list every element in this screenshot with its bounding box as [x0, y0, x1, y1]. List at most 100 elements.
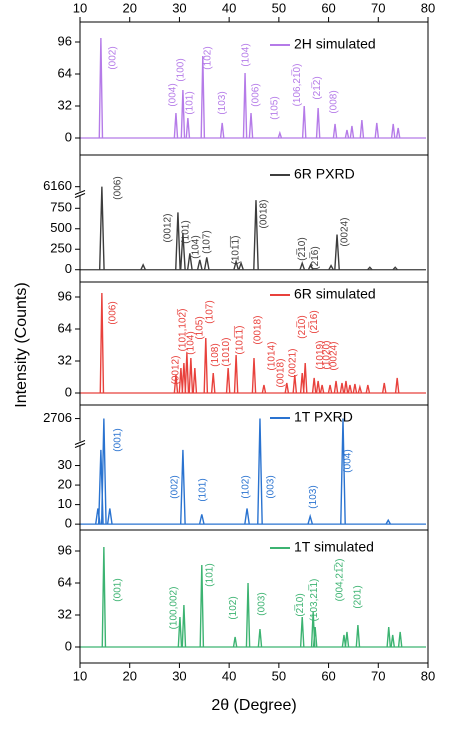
peak — [140, 263, 146, 271]
y-tick-label: 0 — [65, 261, 72, 276]
peak — [253, 200, 259, 270]
peak — [392, 266, 398, 271]
axis-break — [74, 193, 86, 198]
peak-annotation: (107) — [204, 300, 215, 323]
x-tick-label-top: 20 — [122, 0, 136, 15]
x-tick-label-bottom: 60 — [321, 668, 335, 683]
peak — [315, 380, 321, 394]
peak — [385, 518, 392, 525]
x-tick-label-top: 30 — [172, 0, 186, 15]
peak — [242, 72, 248, 139]
y-tick-label: 0 — [65, 638, 72, 653]
peak-annotation: (006) — [107, 301, 118, 324]
x-tick-label-top: 50 — [272, 0, 286, 15]
peak-annotation: (106,21̅0) — [291, 64, 303, 107]
peak — [186, 253, 193, 270]
peak — [343, 380, 349, 394]
legend-label: 1T PXRD — [294, 409, 353, 425]
peak-annotation: (101) — [185, 91, 196, 114]
peak — [106, 508, 113, 525]
peak — [99, 292, 105, 394]
peak-annotation: (0024) — [340, 218, 351, 247]
peak — [311, 377, 317, 394]
peak-annotation: (2̅10) — [296, 237, 308, 260]
peak-annotation: (0012) — [163, 214, 174, 243]
y-tick-label: 0 — [65, 129, 72, 144]
peak — [347, 384, 353, 394]
peak — [173, 112, 179, 139]
peak — [355, 624, 361, 648]
peak-annotation: (004,21̅2) — [334, 559, 346, 602]
peak-annotation: (21̅0) — [296, 315, 308, 338]
peak — [184, 352, 190, 394]
y-tick-label: 64 — [58, 320, 72, 335]
peak — [178, 367, 184, 394]
peak — [332, 123, 338, 139]
peak-annotation: (103) — [217, 91, 228, 114]
y-tick-label: 64 — [58, 574, 72, 589]
y-tick-label: 10 — [58, 496, 72, 511]
peak — [328, 264, 334, 271]
peak — [397, 631, 403, 648]
peak-annotation: (008) — [329, 90, 340, 113]
axis-break — [74, 190, 86, 195]
peak — [238, 260, 244, 270]
peak — [181, 604, 187, 648]
peak — [340, 418, 346, 525]
peak — [349, 125, 355, 139]
peak-annotation: (006) — [112, 176, 123, 199]
legend-label: 6R PXRD — [294, 166, 355, 182]
peak-annotation: (1020) — [322, 341, 333, 370]
peak — [180, 449, 186, 525]
peak-annotation: (0018) — [275, 359, 286, 388]
peak — [185, 117, 191, 139]
peak-annotation: (0018) — [259, 200, 270, 229]
y-tick-label: 500 — [50, 220, 72, 235]
peak — [233, 354, 239, 394]
peak — [341, 634, 347, 648]
y-tick-label: 64 — [58, 65, 72, 80]
peak-annotation: (003) — [266, 475, 277, 498]
peak-annotation: (100,002) — [169, 587, 180, 630]
peak — [394, 377, 400, 394]
peak — [177, 616, 183, 648]
peak — [210, 372, 216, 394]
x-tick-label-bottom: 70 — [371, 668, 385, 683]
peak — [199, 564, 205, 648]
y-tick-label: 0 — [65, 516, 72, 531]
peak — [344, 129, 350, 139]
peak — [301, 105, 307, 139]
legend-label: 2H simulated — [294, 36, 376, 52]
x-tick-label-bottom: 30 — [172, 668, 186, 683]
peak-annotation: (1014) — [267, 342, 278, 371]
peak — [173, 374, 179, 394]
peak-annotation: (105) — [270, 96, 281, 119]
axis-break — [74, 440, 86, 445]
x-tick-label-bottom: 20 — [122, 668, 136, 683]
peak — [352, 383, 358, 394]
peak-annotation: (100) — [176, 58, 187, 81]
panel-frame — [79, 529, 429, 664]
peak — [203, 257, 210, 270]
peak — [261, 384, 267, 394]
peak-annotation: (001) — [112, 428, 123, 451]
peak-annotation: (102) — [228, 596, 239, 619]
peak-annotation: (21̅6) — [309, 246, 321, 269]
peak — [386, 626, 392, 648]
peak — [257, 628, 263, 648]
peak-annotation: (21̅2) — [311, 76, 323, 99]
peak — [307, 513, 314, 525]
peak — [292, 374, 298, 394]
peak — [381, 382, 387, 394]
y-tick-label: 30 — [58, 457, 72, 472]
peak-annotation: (104) — [241, 43, 252, 66]
peak — [98, 37, 104, 139]
peak — [390, 634, 395, 648]
peak-annotation: (101,102̅) — [177, 309, 189, 352]
peak-annotation: (0024) — [329, 342, 340, 371]
axis-break — [74, 443, 86, 448]
peak — [327, 384, 333, 394]
y-tick-label: 2706 — [43, 410, 72, 425]
peak-annotation: (101̅1̅) — [234, 326, 246, 355]
